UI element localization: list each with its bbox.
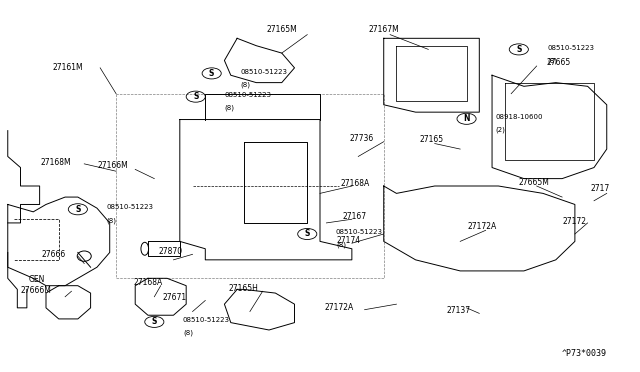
Text: (8): (8) bbox=[183, 330, 193, 336]
Text: 27666: 27666 bbox=[42, 250, 66, 259]
Text: 27168M: 27168M bbox=[40, 157, 71, 167]
Text: 08510-51223: 08510-51223 bbox=[336, 229, 383, 235]
Text: (8): (8) bbox=[547, 57, 557, 64]
Text: S: S bbox=[152, 317, 157, 326]
Text: S: S bbox=[305, 230, 310, 238]
Text: 08918-10600: 08918-10600 bbox=[495, 114, 543, 120]
Text: (2): (2) bbox=[495, 126, 505, 133]
Text: ^P73*0039: ^P73*0039 bbox=[562, 349, 607, 358]
Text: (8): (8) bbox=[106, 217, 116, 224]
Text: S: S bbox=[193, 92, 198, 101]
Text: GEN
27666M: GEN 27666M bbox=[21, 275, 52, 295]
Text: 27736: 27736 bbox=[349, 134, 374, 142]
Text: 27174: 27174 bbox=[337, 236, 361, 245]
Text: 27167: 27167 bbox=[343, 212, 367, 221]
Text: 08510-51223: 08510-51223 bbox=[225, 92, 271, 98]
Text: S: S bbox=[516, 45, 522, 54]
Text: N: N bbox=[463, 114, 470, 123]
Text: (8): (8) bbox=[241, 81, 250, 88]
Text: 27165H: 27165H bbox=[228, 284, 259, 293]
Text: 27665: 27665 bbox=[547, 58, 571, 67]
Text: 27165: 27165 bbox=[419, 135, 444, 144]
Text: 27172A: 27172A bbox=[324, 302, 354, 312]
Text: (8): (8) bbox=[336, 242, 346, 248]
Text: 27137: 27137 bbox=[447, 306, 471, 315]
Text: 27168A: 27168A bbox=[340, 179, 370, 187]
Text: 08510-51223: 08510-51223 bbox=[183, 317, 230, 323]
Text: 08510-51223: 08510-51223 bbox=[106, 205, 154, 211]
Text: 27166M: 27166M bbox=[97, 161, 128, 170]
Text: 27172: 27172 bbox=[563, 217, 587, 225]
Text: 08510-51223: 08510-51223 bbox=[241, 68, 287, 74]
Text: 27161M: 27161M bbox=[53, 63, 84, 72]
Text: 27870: 27870 bbox=[158, 247, 182, 256]
Text: 2717: 2717 bbox=[591, 185, 610, 193]
Text: 27165M: 27165M bbox=[266, 25, 297, 33]
Text: 27168A: 27168A bbox=[133, 278, 163, 287]
Text: 27665M: 27665M bbox=[518, 178, 549, 187]
Text: 27167M: 27167M bbox=[369, 25, 399, 33]
Text: 27172A: 27172A bbox=[468, 222, 497, 231]
Text: S: S bbox=[209, 69, 214, 78]
Text: (8): (8) bbox=[225, 105, 234, 111]
Text: 08510-51223: 08510-51223 bbox=[547, 45, 595, 51]
Text: 27671: 27671 bbox=[163, 294, 187, 302]
Text: S: S bbox=[75, 205, 81, 214]
